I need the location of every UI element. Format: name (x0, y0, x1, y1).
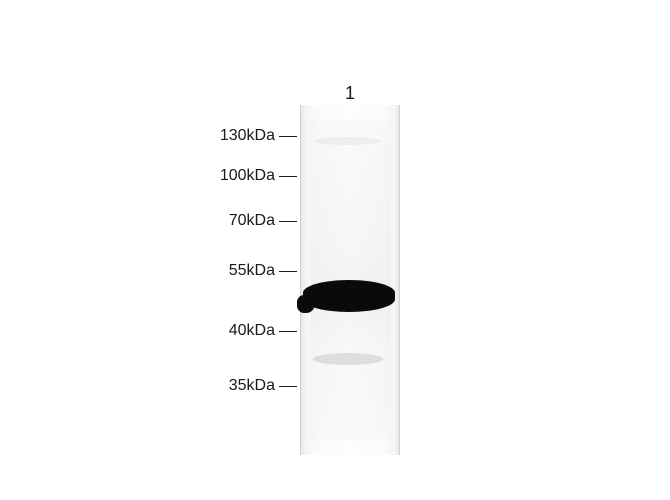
lane-label-1: 1 (340, 83, 360, 104)
marker-label: 40kDa (195, 322, 275, 340)
marker-label: 130kDa (195, 127, 275, 145)
marker-tick (279, 136, 297, 137)
main-band (303, 280, 395, 312)
marker-tick (279, 331, 297, 332)
western-blot-figure: 1 130kDa 100kDa 70kDa 55kDa 40kDa 35kDa (165, 75, 505, 455)
marker-label: 55kDa (195, 262, 275, 280)
faint-band-lower (313, 353, 383, 365)
marker-tick (279, 221, 297, 222)
marker-label: 70kDa (195, 212, 275, 230)
faint-band-upper (315, 137, 380, 145)
marker-label: 100kDa (195, 167, 275, 185)
marker-tick (279, 176, 297, 177)
marker-tick (279, 271, 297, 272)
main-band-tail (297, 295, 315, 313)
marker-label: 35kDa (195, 377, 275, 395)
marker-tick (279, 386, 297, 387)
